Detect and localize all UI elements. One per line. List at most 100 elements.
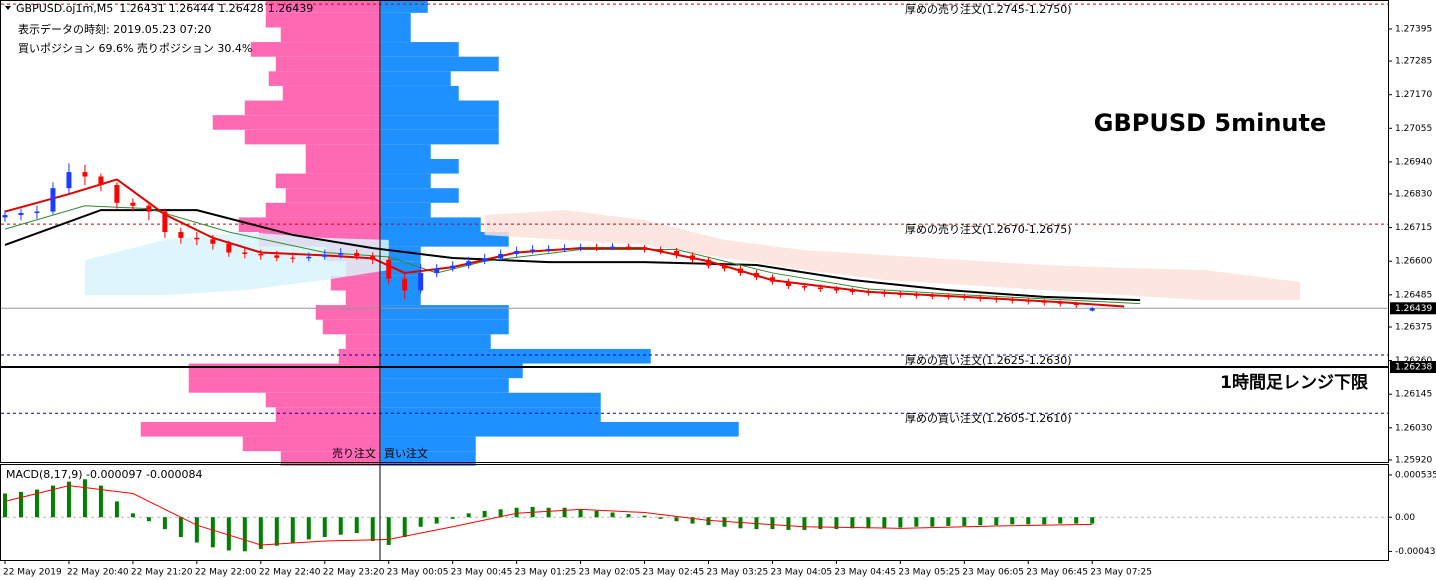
macd-bar bbox=[226, 517, 231, 551]
sell-bar bbox=[285, 188, 381, 203]
high: 1.26444 bbox=[169, 2, 215, 15]
cloud-area bbox=[484, 210, 1301, 301]
macd-bar bbox=[834, 517, 839, 530]
candle-body bbox=[610, 246, 616, 249]
buy-bar bbox=[380, 85, 459, 101]
candle-body bbox=[817, 287, 823, 290]
buy-bar bbox=[380, 158, 459, 174]
buy-bar bbox=[380, 363, 523, 379]
sell-label: 売り注文 bbox=[332, 446, 376, 460]
buy-bar bbox=[380, 12, 411, 28]
y-tick-label: 1.26600 bbox=[1395, 257, 1432, 267]
macd-bar bbox=[706, 517, 711, 526]
macd-bar bbox=[674, 517, 679, 522]
low: 1.26428 bbox=[218, 2, 264, 15]
candle-body bbox=[674, 251, 680, 256]
open: 1.26431 bbox=[119, 2, 165, 15]
macd-bar bbox=[274, 517, 279, 546]
macd-bar bbox=[194, 517, 199, 543]
order-book bbox=[140, 0, 739, 466]
sell-bar bbox=[250, 42, 381, 57]
sell-bar bbox=[315, 305, 381, 320]
candle-body bbox=[370, 255, 376, 260]
candle-body bbox=[466, 261, 472, 266]
ichimoku-cloud bbox=[84, 210, 1301, 301]
y-tick-label: 1.25920 bbox=[1395, 455, 1432, 465]
menu-arrow bbox=[5, 6, 11, 10]
candle-body bbox=[578, 247, 584, 249]
buy-bar bbox=[380, 407, 601, 422]
candle-body bbox=[354, 253, 360, 256]
sell-bar bbox=[238, 217, 381, 233]
macd-bar bbox=[802, 517, 807, 530]
cloud-area bbox=[84, 232, 389, 296]
candle-body bbox=[322, 254, 328, 257]
candle-body bbox=[642, 247, 648, 250]
candle-body bbox=[386, 259, 392, 279]
sell-bar bbox=[338, 348, 381, 364]
sell-bar bbox=[140, 421, 381, 437]
candle-body bbox=[18, 213, 24, 216]
candle-body bbox=[690, 255, 696, 260]
sell-bar bbox=[282, 85, 381, 101]
macd-bar bbox=[482, 510, 487, 518]
sell-bar bbox=[265, 392, 381, 408]
sell-bar bbox=[322, 319, 381, 335]
candle-body bbox=[1073, 303, 1079, 306]
buy-bar bbox=[380, 27, 411, 43]
candle-body bbox=[1041, 301, 1047, 303]
sell-bar bbox=[265, 0, 381, 13]
candle-body bbox=[194, 237, 200, 240]
buy-bar bbox=[380, 129, 499, 145]
sell-bar bbox=[242, 436, 381, 452]
buy-bar bbox=[380, 392, 601, 408]
x-tick-label: 23 May 04:45 bbox=[834, 568, 896, 578]
buy-bar bbox=[380, 115, 499, 130]
y-tick-label: 1.26715 bbox=[1395, 223, 1432, 233]
candle-body bbox=[913, 294, 919, 296]
candle-body bbox=[785, 281, 791, 287]
macd-bar bbox=[610, 512, 615, 518]
candle-body bbox=[50, 188, 56, 212]
main-frame bbox=[0, 0, 1389, 463]
candle-body bbox=[258, 253, 264, 256]
macd-bar bbox=[306, 517, 311, 540]
macd-bar bbox=[818, 517, 823, 530]
x-tick-label: 22 May 2019 bbox=[3, 568, 62, 578]
macd-label: MACD(8,17,9) -0.000097 -0.000084 bbox=[6, 468, 202, 481]
candle-body bbox=[562, 248, 568, 250]
macd-bar bbox=[322, 517, 327, 538]
axes: 1.27395 1.27285 1.27170 1.27055 1.26940 1.268… bbox=[3, 24, 1436, 578]
macd-bar bbox=[626, 514, 631, 518]
candle-body bbox=[977, 297, 983, 299]
candle-body bbox=[1009, 299, 1015, 301]
macd-bar bbox=[450, 517, 455, 519]
buy-bar bbox=[380, 436, 476, 452]
candle-body bbox=[338, 253, 344, 255]
macd-bar bbox=[34, 489, 39, 518]
macd-y-tick-label: 0.00 bbox=[1395, 513, 1415, 523]
buy-bar bbox=[380, 305, 509, 320]
macd-bar bbox=[978, 517, 983, 526]
buy-label: 買い注文 bbox=[384, 446, 428, 460]
macd-signal bbox=[4, 485, 1093, 546]
macd-bar bbox=[386, 517, 391, 545]
buy-bar bbox=[380, 232, 509, 247]
macd-bar bbox=[114, 501, 119, 518]
candle-body bbox=[594, 247, 600, 249]
x-tick-label: 22 May 21:20 bbox=[131, 568, 193, 578]
buy-bar bbox=[380, 56, 499, 72]
macd-bar bbox=[642, 515, 647, 518]
x-tick-label: 23 May 01:25 bbox=[515, 568, 577, 578]
macd-bar bbox=[258, 517, 263, 549]
buy-bar bbox=[380, 188, 459, 203]
candle-body bbox=[897, 293, 903, 295]
macd-bar bbox=[466, 513, 471, 518]
candle-body bbox=[849, 290, 855, 292]
candle-body bbox=[865, 291, 871, 293]
sell-bar bbox=[268, 71, 381, 86]
macd-bar bbox=[770, 517, 775, 530]
macd-bar bbox=[82, 479, 87, 518]
candle-body bbox=[130, 202, 136, 206]
range-label: 1時間足レンジ下限 bbox=[1220, 372, 1368, 393]
